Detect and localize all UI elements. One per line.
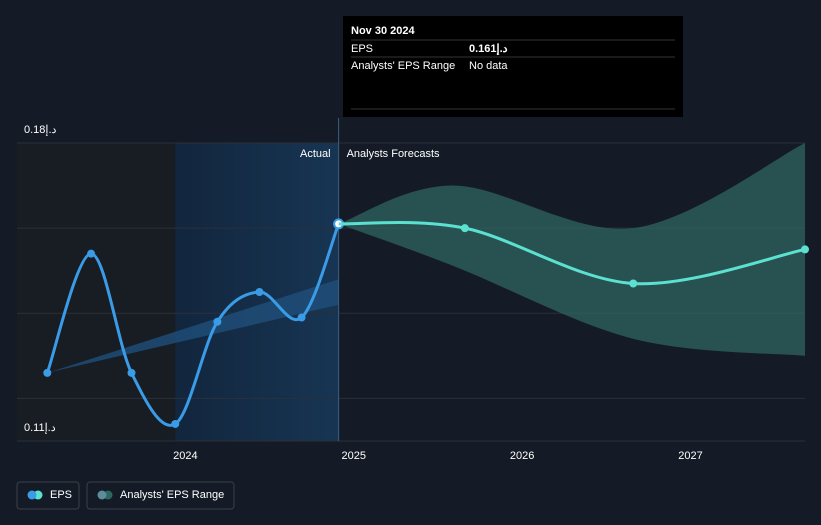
point — [127, 368, 136, 377]
legend-label: Analysts' EPS Range — [120, 489, 224, 501]
legend-swatch — [97, 490, 107, 500]
x-tick-label: 2026 — [510, 450, 534, 462]
point — [297, 313, 306, 322]
legend-box — [86, 481, 235, 510]
legend-swatch — [27, 490, 37, 500]
legend-item[interactable]: EPS — [16, 481, 80, 510]
legend-item[interactable]: Analysts' EPS Range — [86, 481, 235, 510]
section-label: Actual — [300, 148, 331, 160]
past-shade — [17, 143, 175, 441]
series-line — [338, 221, 806, 286]
tooltip-label: EPS — [351, 43, 373, 55]
tooltip-date: Nov 30 2024 — [351, 25, 415, 37]
tooltip-value: No data — [469, 60, 508, 72]
tooltip-value: 0.161د.إ — [469, 43, 508, 56]
point — [171, 419, 180, 428]
point — [629, 279, 638, 288]
point — [801, 245, 809, 254]
tooltip-label: Analysts' EPS Range — [351, 60, 455, 72]
point — [87, 249, 96, 258]
x-tick-label: 2027 — [678, 450, 702, 462]
tooltip — [343, 16, 683, 117]
x-tick-label: 2024 — [173, 450, 197, 462]
range-band — [338, 143, 805, 356]
point — [255, 288, 264, 296]
y-tick-label: 0.18د.إ — [24, 124, 57, 136]
legend-box — [16, 481, 80, 510]
past-trend — [47, 279, 339, 373]
x-tick-label: 2025 — [342, 450, 366, 462]
point — [213, 317, 222, 326]
point — [43, 368, 52, 377]
legend-label: EPS — [50, 489, 72, 501]
y-tick-label: 0.11د.إ — [24, 422, 56, 434]
section-label: Analysts Forecasts — [347, 148, 440, 160]
point — [460, 224, 469, 233]
